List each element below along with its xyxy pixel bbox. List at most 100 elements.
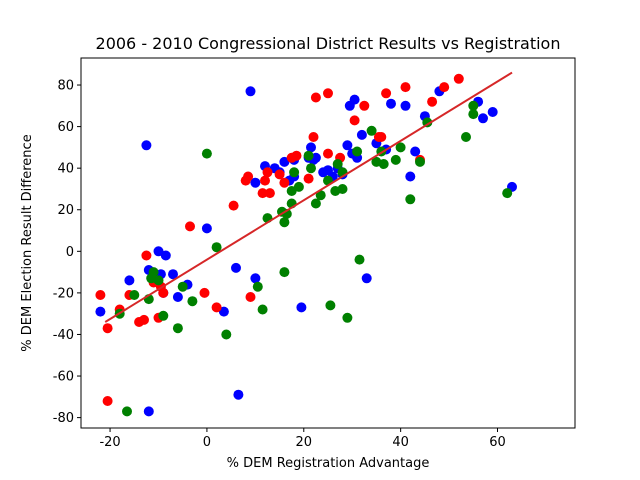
axes: -20 0 20 40 60 -80 -60 -40 -20 0 20 40 60 80 <box>53 79 506 450</box>
point-blue <box>168 269 178 280</box>
point-green <box>306 163 316 174</box>
point-red <box>141 250 152 261</box>
point-red <box>279 177 290 188</box>
point-green <box>158 310 169 321</box>
point-green <box>337 184 348 194</box>
y-tick-label: 20 <box>57 203 74 218</box>
point-blue <box>218 306 229 317</box>
point-blue <box>356 129 367 140</box>
point-red <box>95 290 106 300</box>
point-blue <box>361 273 372 284</box>
point-red <box>243 171 254 182</box>
point-green <box>221 329 232 340</box>
point-red <box>349 115 360 126</box>
point-red <box>308 132 319 142</box>
plot-frame <box>80 57 576 429</box>
point-blue <box>160 250 171 261</box>
point-green <box>366 125 377 136</box>
point-green <box>148 267 159 278</box>
point-red <box>453 73 464 84</box>
point-green <box>405 194 416 205</box>
point-red <box>228 200 239 211</box>
point-green <box>177 281 188 292</box>
point-blue <box>245 86 256 97</box>
point-blue <box>279 156 290 167</box>
point-blue <box>296 302 307 313</box>
point-red <box>262 167 273 178</box>
point-blue <box>153 246 164 257</box>
point-red <box>257 188 268 199</box>
point-green <box>352 146 363 157</box>
y-axis-title: % DEM Election Result Difference <box>20 134 35 351</box>
point-green <box>303 150 314 161</box>
point-blue <box>250 273 261 284</box>
point-green <box>252 281 263 292</box>
point-blue <box>172 292 183 302</box>
point-green <box>279 217 290 228</box>
point-blue <box>349 94 360 105</box>
point-green <box>332 159 343 169</box>
point-red <box>323 88 333 99</box>
point-red <box>102 396 113 406</box>
point-blue <box>124 275 135 286</box>
point-green <box>201 148 212 159</box>
point-red <box>102 323 113 334</box>
y-tick-label: -80 <box>53 411 74 426</box>
point-green <box>468 100 479 111</box>
point-red <box>158 287 169 298</box>
point-red <box>264 188 275 199</box>
point-blue <box>141 140 152 151</box>
y-tick-label: 40 <box>57 162 74 177</box>
point-red <box>274 169 285 180</box>
point-blue <box>386 98 396 109</box>
x-axis-title: % DEM Registration Advantage <box>227 456 430 471</box>
point-red <box>427 96 438 107</box>
point-green <box>502 188 513 199</box>
point-green <box>395 142 406 153</box>
point-red <box>439 82 450 93</box>
point-red <box>199 287 210 298</box>
point-blue <box>342 140 353 151</box>
point-green <box>153 275 164 286</box>
point-blue <box>410 146 421 157</box>
y-tick-label: 80 <box>57 79 74 94</box>
point-green <box>257 304 268 315</box>
point-green <box>211 242 222 253</box>
point-blue <box>231 262 241 273</box>
point-green <box>279 267 290 278</box>
point-green <box>390 154 401 165</box>
y-tick-label: 0 <box>66 245 74 260</box>
point-red <box>376 132 387 142</box>
x-tick-label: -20 <box>99 435 120 450</box>
point-green <box>129 290 140 300</box>
point-red <box>291 150 302 161</box>
point-red <box>139 314 149 325</box>
point-blue <box>400 100 411 111</box>
point-green <box>315 190 326 201</box>
fit-line <box>104 71 513 323</box>
point-green <box>310 198 321 209</box>
point-blue <box>478 113 488 124</box>
chart-title: 2006 - 2010 Congressional District Resul… <box>96 34 561 53</box>
point-blue <box>405 171 416 182</box>
point-blue <box>250 177 261 188</box>
point-blue <box>233 389 244 400</box>
x-tick-label: 20 <box>296 435 313 450</box>
point-green <box>293 181 304 192</box>
point-green <box>378 159 389 169</box>
point-red <box>400 82 411 93</box>
point-red <box>303 173 314 184</box>
x-tick-label: 60 <box>489 435 506 450</box>
point-green <box>122 406 132 417</box>
plot-area <box>95 71 517 417</box>
y-tick-label: 60 <box>57 120 74 135</box>
point-green <box>342 312 353 323</box>
point-red <box>245 292 256 302</box>
point-blue <box>95 306 106 317</box>
point-red <box>310 92 321 103</box>
point-red <box>381 88 392 99</box>
y-tick-label: -40 <box>53 328 74 343</box>
y-tick-label: -60 <box>53 370 74 385</box>
point-blue <box>201 223 212 234</box>
